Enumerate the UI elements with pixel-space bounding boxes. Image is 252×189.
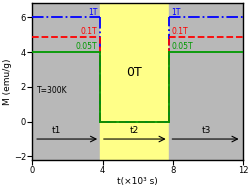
Y-axis label: M (emu/g): M (emu/g) bbox=[4, 58, 12, 105]
Text: t1: t1 bbox=[51, 126, 61, 135]
Text: T=300K: T=300K bbox=[37, 86, 67, 95]
Text: 0.05T: 0.05T bbox=[76, 42, 97, 51]
Text: 0.1T: 0.1T bbox=[81, 27, 97, 36]
Text: 0.05T: 0.05T bbox=[171, 42, 193, 51]
Text: 0.1T: 0.1T bbox=[171, 27, 188, 36]
Text: t2: t2 bbox=[130, 126, 139, 135]
Text: 1T: 1T bbox=[171, 8, 181, 16]
Text: t3: t3 bbox=[201, 126, 211, 135]
X-axis label: t(×10³ s): t(×10³ s) bbox=[117, 177, 158, 186]
Text: 1T: 1T bbox=[88, 8, 97, 16]
Text: 0T: 0T bbox=[127, 67, 142, 80]
